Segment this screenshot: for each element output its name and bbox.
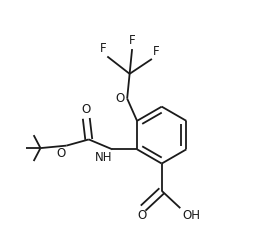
Text: F: F [153,45,160,58]
Text: O: O [137,209,147,222]
Text: O: O [82,103,91,116]
Text: OH: OH [183,209,201,222]
Text: NH: NH [95,151,112,164]
Text: F: F [100,42,106,55]
Text: O: O [56,147,65,160]
Text: O: O [115,92,125,105]
Text: F: F [129,34,135,47]
